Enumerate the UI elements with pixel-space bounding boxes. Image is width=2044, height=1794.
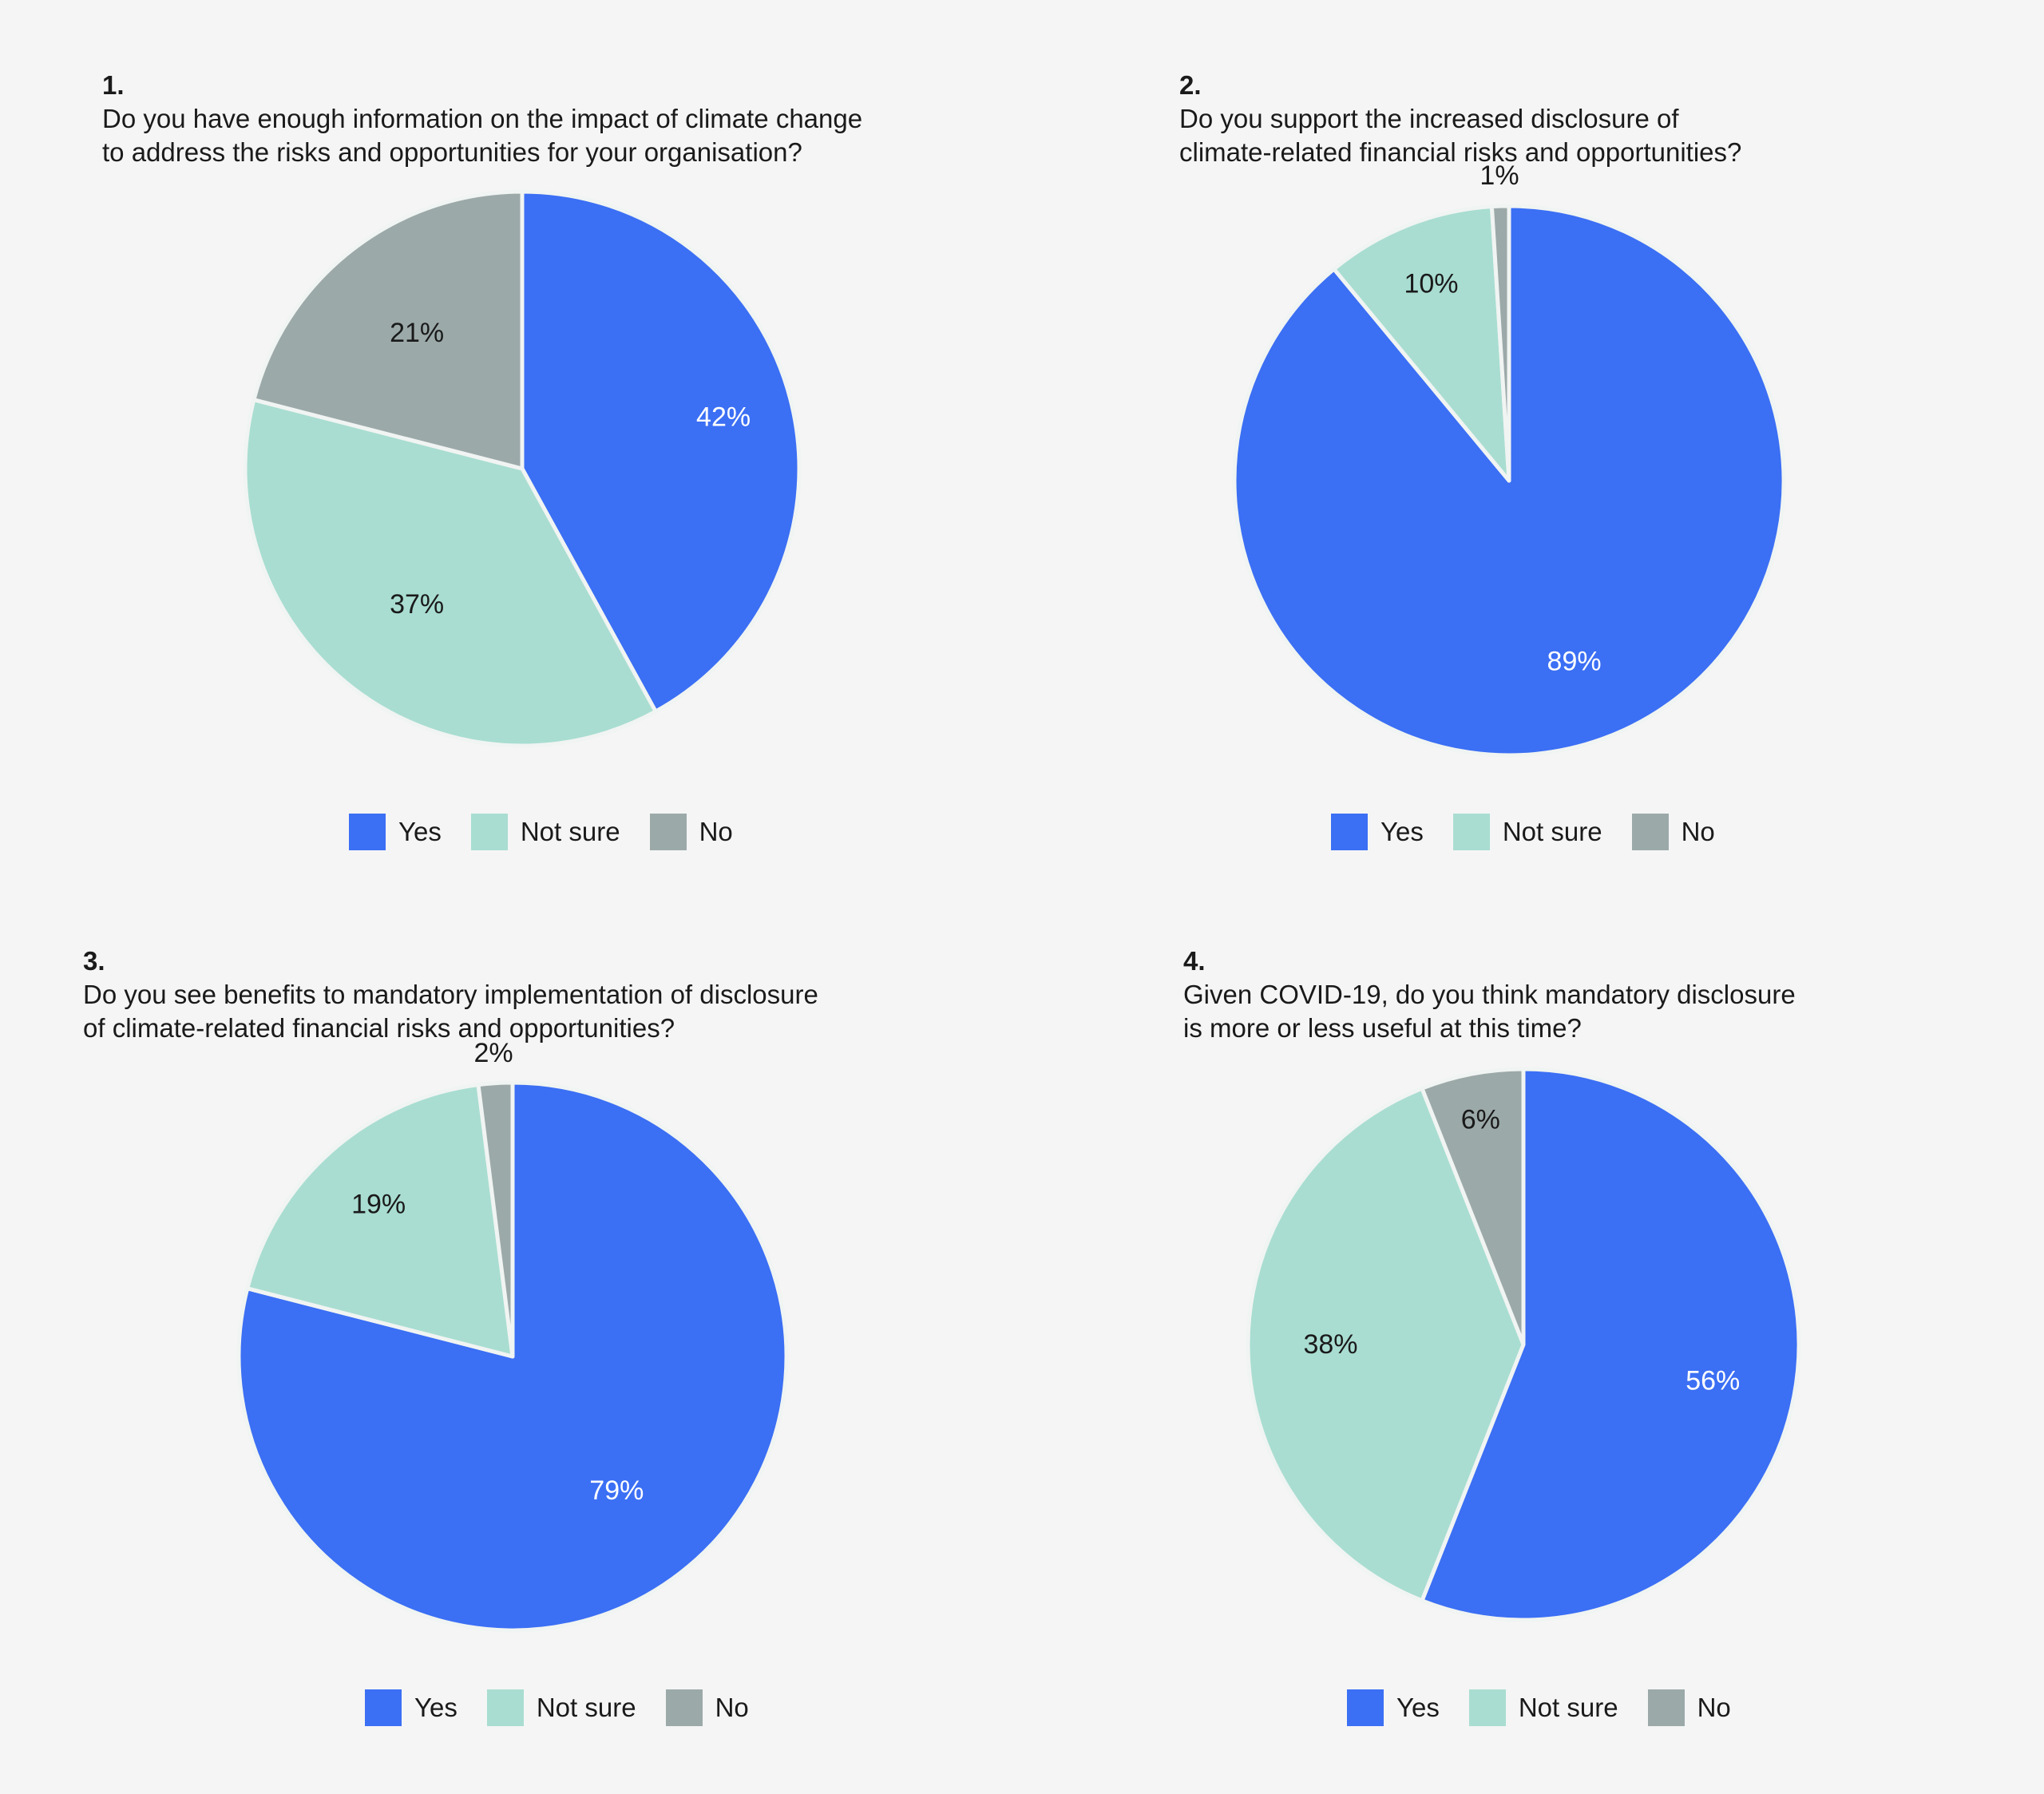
legend-label: Yes xyxy=(398,817,442,846)
legend-item-no: No xyxy=(1631,814,1715,850)
chart-panel-1: 1. Do you have enough information on the… xyxy=(0,0,1022,878)
data-label-not-sure: 37% xyxy=(390,589,444,620)
legend-swatch-no xyxy=(649,814,687,850)
legend-swatch-not-sure xyxy=(486,1689,524,1726)
legend-item-no: No xyxy=(649,814,733,850)
pie-slice-no xyxy=(1489,204,1511,483)
pie-slice-not-sure xyxy=(1246,1086,1526,1603)
legend-swatch-no xyxy=(1631,814,1669,850)
question-line: to address the risks and opportunities f… xyxy=(102,137,802,167)
legend-label: Not sure xyxy=(1518,1693,1618,1722)
data-label-not-sure: 19% xyxy=(351,1190,406,1220)
legend-swatch-yes xyxy=(365,1689,402,1726)
chart-panel-4: 4. Given COVID-19, do you think mandator… xyxy=(1022,876,2044,1754)
legend-label: Not sure xyxy=(1502,817,1602,846)
chart-title: 2. Do you support the increased disclosu… xyxy=(1179,69,1741,169)
question-line: of climate-related financial risks and o… xyxy=(83,1013,675,1043)
legend-swatch-not-sure xyxy=(470,814,508,850)
question-line: is more or less useful at this time? xyxy=(1183,1013,1582,1043)
legend-item-yes: Yes xyxy=(349,814,442,850)
question-text: Do you see benefits to mandatory impleme… xyxy=(83,978,818,1045)
data-label-yes: 42% xyxy=(696,402,751,432)
chart-title: 3. Do you see benefits to mandatory impl… xyxy=(83,945,818,1045)
data-label-no: 2% xyxy=(474,1038,513,1068)
legend-item-yes: Yes xyxy=(1331,814,1424,850)
legend-item-no: No xyxy=(665,1689,749,1726)
pie-slice-not-sure xyxy=(1332,204,1511,483)
pie-slice-not-sure xyxy=(243,398,658,748)
legend-label: No xyxy=(1681,817,1715,846)
legend-swatch-yes xyxy=(349,814,386,850)
question-text: Given COVID-19, do you think mandatory d… xyxy=(1183,978,1796,1045)
data-label-yes: 56% xyxy=(1686,1365,1740,1396)
chart-panel-3: 3. Do you see benefits to mandatory impl… xyxy=(0,876,1022,1754)
pie-chart: 79% 19% 2% xyxy=(236,1038,789,1633)
legend-item-not-sure: Not sure xyxy=(486,1689,636,1726)
legend: Yes Not sure No xyxy=(1347,1689,1731,1726)
pie-chart: 56% 38% 6% xyxy=(1246,1067,1801,1622)
pie-slice-yes xyxy=(520,189,802,714)
legend: Yes Not sure No xyxy=(1331,814,1715,850)
pie-slice-not-sure xyxy=(245,1083,515,1359)
data-label-no: 21% xyxy=(390,318,444,348)
chart-title: 1. Do you have enough information on the… xyxy=(102,69,862,169)
legend-swatch-not-sure xyxy=(1468,1689,1506,1726)
data-label-no: 1% xyxy=(1480,160,1519,191)
question-number: 4. xyxy=(1183,946,1206,976)
data-label-yes: 79% xyxy=(589,1475,644,1506)
question-text: Do you have enough information on the im… xyxy=(102,102,862,169)
legend-swatch-no xyxy=(665,1689,703,1726)
data-label-not-sure: 38% xyxy=(1303,1329,1357,1360)
legend-label: Not sure xyxy=(520,817,620,846)
question-line: Do you see benefits to mandatory impleme… xyxy=(83,980,818,1009)
question-line: climate-related financial risks and oppo… xyxy=(1179,137,1742,167)
pie-slice-no xyxy=(1420,1067,1526,1347)
question-line: Given COVID-19, do you think mandatory d… xyxy=(1183,980,1796,1009)
legend-item-yes: Yes xyxy=(365,1689,458,1726)
legend-swatch-not-sure xyxy=(1452,814,1490,850)
legend-swatch-yes xyxy=(1347,1689,1384,1726)
legend-label: No xyxy=(1697,1693,1731,1722)
pie-chart: 42% 37% 21% xyxy=(243,189,802,748)
pie-slice-no xyxy=(252,189,525,471)
pie-slice-yes xyxy=(1420,1067,1801,1622)
question-number: 2. xyxy=(1179,70,1202,100)
chart-title: 4. Given COVID-19, do you think mandator… xyxy=(1183,945,1796,1045)
data-label-not-sure: 10% xyxy=(1404,269,1458,299)
legend-item-not-sure: Not sure xyxy=(1468,1689,1618,1726)
pie-chart: 89% 10% 1% xyxy=(1232,160,1786,758)
legend-item-yes: Yes xyxy=(1347,1689,1440,1726)
legend-label: No xyxy=(699,817,733,846)
question-line: Do you support the increased disclosure … xyxy=(1179,104,1679,133)
legend-label: Yes xyxy=(414,1693,458,1722)
legend: Yes Not sure No xyxy=(365,1689,749,1726)
question-number: 3. xyxy=(83,946,105,976)
legend: Yes Not sure No xyxy=(349,814,733,850)
question-number: 1. xyxy=(102,70,125,100)
chart-panel-2: 2. Do you support the increased disclosu… xyxy=(1022,0,2044,878)
legend-item-not-sure: Not sure xyxy=(1452,814,1602,850)
legend-item-no: No xyxy=(1647,1689,1731,1726)
legend-label: Yes xyxy=(1396,1693,1440,1722)
question-text: Do you support the increased disclosure … xyxy=(1179,102,1741,169)
pie-slice-no xyxy=(476,1080,515,1359)
data-label-no: 6% xyxy=(1461,1105,1500,1135)
legend-item-not-sure: Not sure xyxy=(470,814,620,850)
legend-label: Yes xyxy=(1380,817,1424,846)
legend-swatch-no xyxy=(1647,1689,1685,1726)
legend-swatch-yes xyxy=(1331,814,1368,850)
legend-label: Not sure xyxy=(536,1693,636,1722)
question-line: Do you have enough information on the im… xyxy=(102,104,863,133)
data-label-yes: 89% xyxy=(1547,647,1602,677)
legend-label: No xyxy=(715,1693,749,1722)
